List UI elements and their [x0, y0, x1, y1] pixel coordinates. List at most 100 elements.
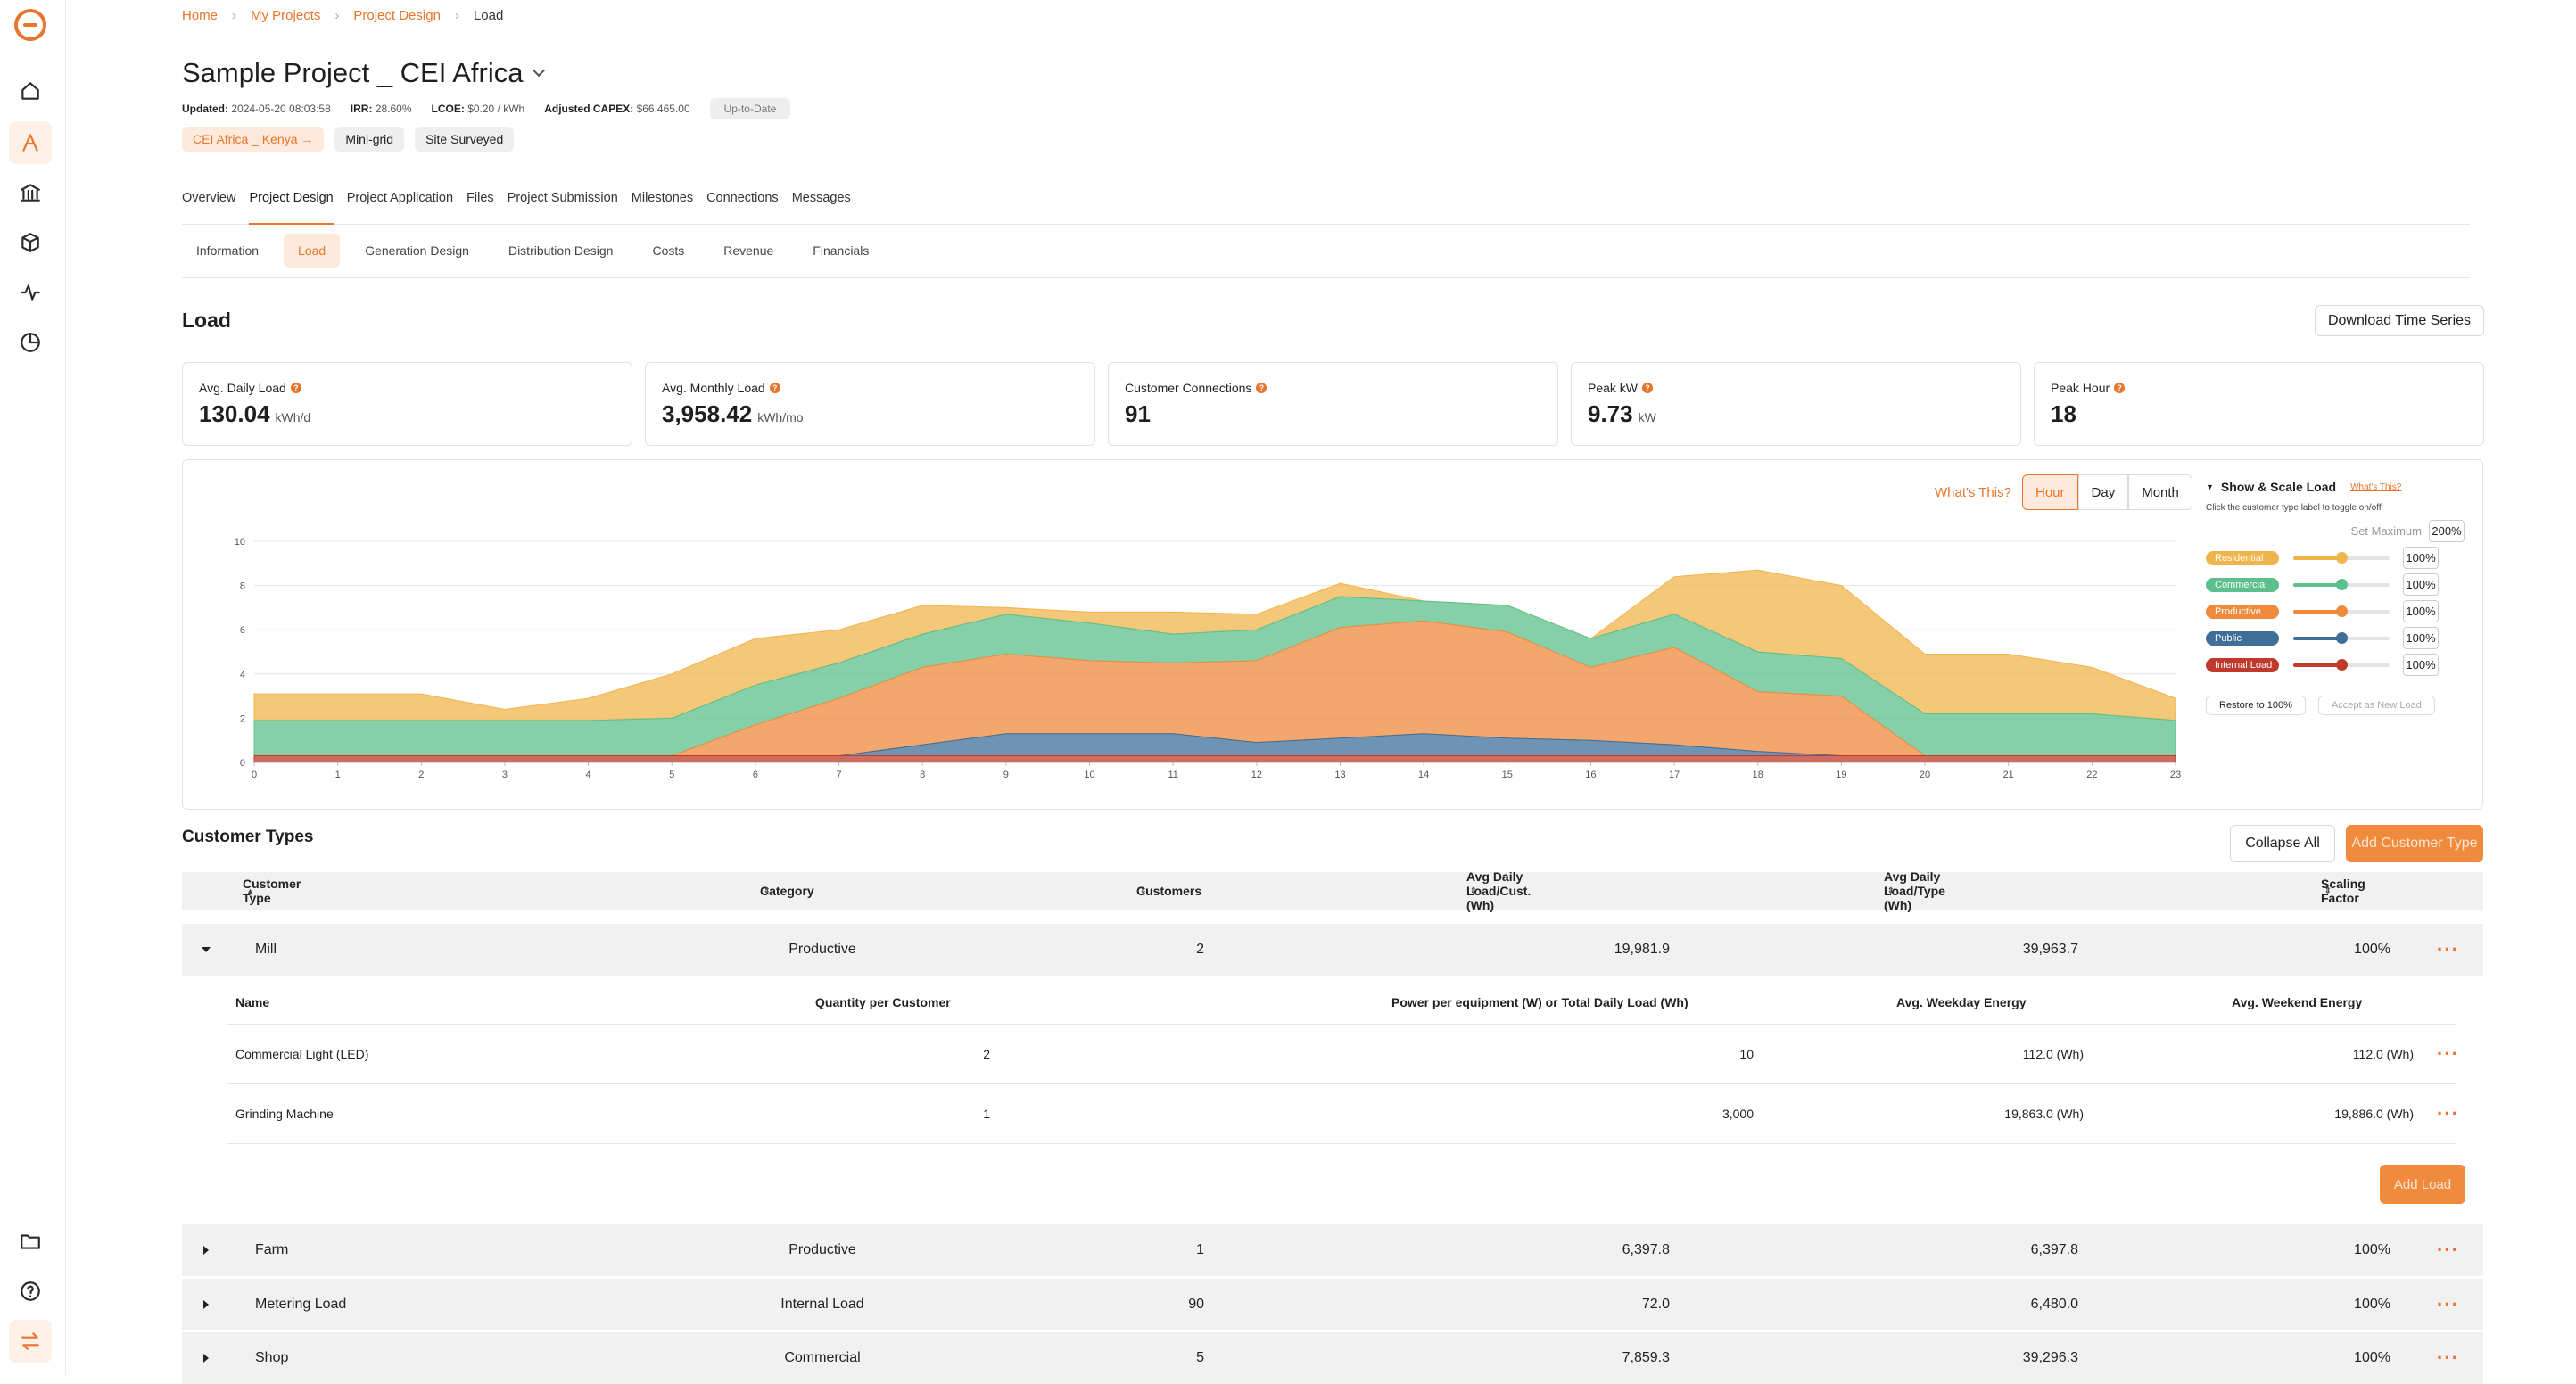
pie-chart-icon[interactable]: [9, 321, 52, 364]
whats-this-link[interactable]: What's This?: [1935, 485, 2011, 500]
y-tick-label: 2: [240, 713, 245, 724]
scale-percent-input[interactable]: 100%: [2403, 627, 2439, 649]
scale-load-toggle[interactable]: ▼ Show & Scale Load What's This?: [2206, 480, 2465, 494]
slider-handle[interactable]: [2336, 631, 2348, 644]
table-row[interactable]: Mill Productive 2 19,981.9 39,963.7 100%…: [182, 924, 2483, 976]
scale-percent-input[interactable]: 100%: [2403, 600, 2439, 622]
breadcrumb-home[interactable]: Home: [182, 8, 219, 23]
slider-handle[interactable]: [2336, 605, 2348, 617]
scale-percent-input[interactable]: 100%: [2403, 573, 2439, 596]
tab-overview[interactable]: Overview: [182, 191, 236, 205]
expand-row-icon[interactable]: [203, 1246, 209, 1255]
bank-icon[interactable]: [9, 171, 52, 214]
equipment-row: Commercial Light (LED) 2 10 112.0 (Wh) 1…: [227, 1025, 2459, 1084]
more-options-icon[interactable]: ···: [2437, 1239, 2459, 1261]
slider-fill: [2293, 636, 2341, 640]
range-month-button[interactable]: Month: [2128, 474, 2192, 510]
folder-icon[interactable]: [9, 1220, 52, 1263]
x-tick-label: 18: [1753, 770, 1763, 780]
help-icon[interactable]: ?: [2114, 383, 2126, 393]
breadcrumb-my-projects[interactable]: My Projects: [251, 8, 321, 23]
box-icon[interactable]: [9, 221, 52, 264]
add-customer-type-button[interactable]: Add Customer Type: [2346, 825, 2483, 862]
add-load-button[interactable]: Add Load: [2380, 1165, 2465, 1204]
stat-label: Avg. Daily Load: [199, 381, 286, 395]
slider-handle[interactable]: [2336, 658, 2348, 671]
chevron-right-icon: ›: [454, 8, 459, 23]
scale-percent-input[interactable]: 100%: [2403, 654, 2439, 676]
range-hour-button[interactable]: Hour: [2022, 474, 2078, 510]
expand-row-icon[interactable]: [203, 1354, 209, 1363]
x-tick-label: 16: [1585, 770, 1596, 780]
more-options-icon[interactable]: ···: [2437, 1102, 2459, 1124]
col-label: Category: [760, 884, 814, 898]
expand-row-icon[interactable]: [203, 1300, 209, 1309]
sort-up-icon: ▲: [246, 886, 254, 895]
home-icon[interactable]: [9, 70, 52, 112]
legend-toggle[interactable]: Internal Load: [2206, 657, 2279, 672]
scale-percent-input[interactable]: 100%: [2403, 547, 2439, 569]
help-icon[interactable]: ?: [769, 383, 780, 393]
slider-handle[interactable]: [2336, 578, 2348, 590]
swap-icon[interactable]: [9, 1320, 52, 1363]
table-row[interactable]: Metering Load Internal Load 90 72.0 6,48…: [182, 1279, 2483, 1330]
x-tick-label: 21: [2003, 770, 2014, 780]
more-options-icon[interactable]: ···: [2437, 938, 2459, 960]
stat-peak-kw: Peak kW? 9.73 kW: [1571, 362, 2021, 446]
tab-project-submission[interactable]: Project Submission: [507, 191, 618, 205]
help-icon[interactable]: ?: [1642, 383, 1654, 393]
legend-toggle[interactable]: Productive: [2206, 604, 2279, 619]
subtab-generation-design[interactable]: Generation Design: [365, 243, 469, 258]
more-options-icon[interactable]: ···: [2437, 1042, 2459, 1065]
tab-project-application[interactable]: Project Application: [346, 191, 454, 205]
collapse-row-icon[interactable]: [202, 947, 211, 952]
download-time-series-button[interactable]: Download Time Series: [2315, 305, 2484, 336]
more-options-icon[interactable]: ···: [2437, 1347, 2459, 1369]
more-options-icon[interactable]: ···: [2437, 1293, 2459, 1315]
set-max-input[interactable]: 200%: [2429, 520, 2465, 542]
subtab-load[interactable]: Load: [284, 234, 341, 268]
tab-files[interactable]: Files: [466, 191, 494, 205]
subtab-information[interactable]: Information: [196, 243, 260, 258]
slider-handle[interactable]: [2336, 551, 2348, 564]
legend-toggle[interactable]: Public: [2206, 630, 2279, 646]
equip-qty: 2: [983, 1047, 990, 1061]
range-day-button[interactable]: Day: [2077, 474, 2129, 510]
project-design-icon[interactable]: [9, 121, 52, 164]
col-label: Avg Daily Load/Cust. (Wh): [1466, 869, 1532, 912]
scale-slider[interactable]: [2293, 578, 2390, 590]
activity-icon[interactable]: [9, 271, 52, 314]
help-icon[interactable]: ?: [290, 383, 301, 393]
x-tick-label: 10: [1084, 770, 1094, 780]
tab-messages[interactable]: Messages: [791, 191, 851, 205]
subtab-financials[interactable]: Financials: [813, 243, 870, 258]
help-icon[interactable]: [9, 1270, 52, 1313]
legend-toggle[interactable]: Commercial: [2206, 577, 2279, 592]
scale-slider[interactable]: [2293, 605, 2390, 617]
app-logo[interactable]: [14, 9, 46, 41]
tag-program[interactable]: CEI Africa _ Kenya →: [182, 127, 325, 152]
project-title-dropdown[interactable]: Sample Project _ CEI Africa: [182, 57, 545, 89]
subtab-costs[interactable]: Costs: [652, 243, 685, 258]
scale-slider[interactable]: [2293, 658, 2390, 671]
restore-100-button[interactable]: Restore to 100%: [2206, 696, 2306, 715]
row-load-per-type: 39,296.3: [2022, 1350, 2078, 1365]
legend-toggle[interactable]: Residential: [2206, 550, 2279, 565]
stat-label: Peak kW: [1588, 381, 1639, 395]
row-name: Metering Load: [255, 1297, 347, 1312]
scale-slider[interactable]: [2293, 551, 2390, 564]
help-icon[interactable]: ?: [1256, 383, 1267, 393]
tab-project-design[interactable]: Project Design: [249, 187, 334, 225]
table-row[interactable]: Shop Commercial 5 7,859.3 39,296.3 100% …: [182, 1332, 2483, 1384]
table-row[interactable]: Farm Productive 1 6,397.8 6,397.8 100% ·…: [182, 1224, 2483, 1276]
breadcrumb-project-design[interactable]: Project Design: [353, 8, 441, 23]
scale-slider[interactable]: [2293, 631, 2390, 644]
tab-milestones[interactable]: Milestones: [631, 191, 694, 205]
subtab-distribution-design[interactable]: Distribution Design: [508, 243, 614, 258]
subtab-revenue[interactable]: Revenue: [723, 243, 774, 258]
legend-whats-this-link[interactable]: What's This?: [2350, 482, 2402, 492]
tab-connections[interactable]: Connections: [706, 191, 779, 205]
collapse-all-button[interactable]: Collapse All: [2230, 825, 2335, 862]
accept-new-load-button[interactable]: Accept as New Load: [2317, 696, 2435, 715]
stat-value: 18: [2051, 400, 2076, 427]
